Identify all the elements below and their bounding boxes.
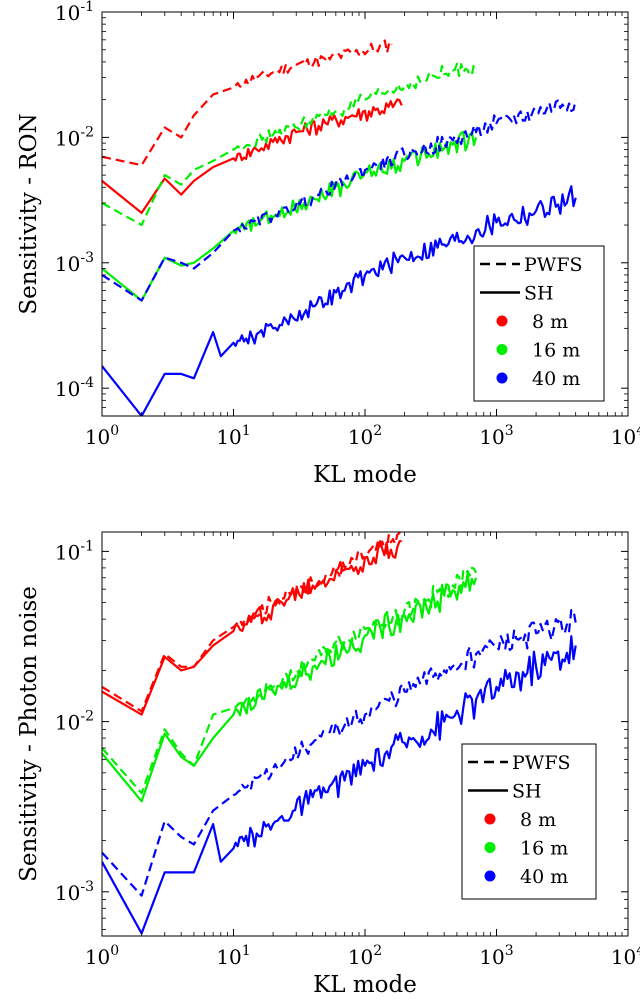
x-tick-label: 104 [611,943,640,969]
legend-label: 8 m [532,311,568,333]
legend-label: 16 m [532,340,580,362]
x-axis-label: KL mode [313,972,417,998]
series-40m-pwfs [102,609,577,897]
y-axis-label: Sensitivity - RON [16,113,42,314]
x-tick-label: 100 [85,423,119,449]
series-8m-pwfs [102,39,393,167]
legend-label: SH [512,781,542,803]
legend: PWFS SH 8 m 16 m 40 m [473,245,605,402]
legend-box [461,743,597,900]
legend-marker [496,372,508,384]
series-8m-sh [102,98,403,214]
series-16m-sh [102,572,478,803]
y-tick-label: 10-4 [55,375,94,401]
y-tick-label: 10-1 [55,538,94,564]
legend-box [473,245,605,402]
series-8m-pwfs [102,532,403,713]
legend-marker [496,315,508,327]
legend-marker [484,870,496,882]
legend-label: 8 m [520,809,556,831]
plot-area [102,532,577,935]
x-tick-label: 103 [479,423,513,449]
y-tick-label: 10-2 [55,709,94,735]
legend-label: 40 m [532,368,580,390]
chart-1: 100 101 102 103 104 10-4 10-3 10-2 10-1 KL mode Se… [16,0,640,488]
y-tick-label: 10-1 [55,0,94,25]
y-axis-label: Sensitivity - Photon noise [16,586,42,882]
series-8m-sh [102,540,402,716]
series-16m-sh [102,130,478,302]
legend-marker [484,842,496,853]
x-tick-label: 102 [348,943,382,969]
y-tick-label: 10-3 [55,879,94,905]
legend-marker [484,813,496,825]
legend-marker [496,344,508,355]
series-40m-pwfs [102,99,577,302]
plot-area [102,39,577,416]
y-tick-label: 10-2 [55,124,94,150]
x-tick-label: 102 [348,423,382,449]
x-tick-label: 100 [85,943,119,969]
x-tick-label: 101 [216,423,250,449]
series-40m-sh [102,635,577,935]
x-tick-label: 101 [216,943,250,969]
x-axis-label: KL mode [313,462,417,488]
legend-label: SH [524,283,554,305]
x-tick-label: 104 [611,423,640,449]
legend-label: PWFS [524,254,583,276]
series-16m-pwfs [102,62,477,227]
series-40m-sh [102,185,577,416]
y-tick-label: 10-3 [55,250,94,276]
legend-label: 40 m [520,866,568,888]
legend: PWFS SH 8 m 16 m 40 m [461,743,597,900]
legend-label: 16 m [520,838,568,860]
legend-label: PWFS [512,752,571,774]
chart-2: 100 101 102 103 104 10-3 10-2 10-1 KL mode Sensit… [16,531,640,998]
x-tick-label: 103 [479,943,513,969]
